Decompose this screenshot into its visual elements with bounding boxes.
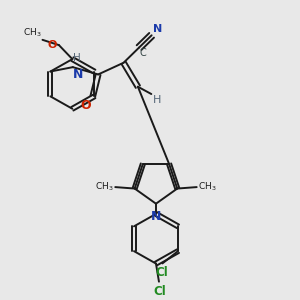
Text: N: N: [73, 68, 83, 81]
Text: Cl: Cl: [155, 266, 168, 279]
Text: O: O: [47, 40, 57, 50]
Text: C: C: [140, 48, 147, 59]
Text: CH$_3$: CH$_3$: [198, 181, 217, 193]
Text: H: H: [74, 53, 81, 63]
Text: N: N: [153, 24, 162, 34]
Text: CH$_3$: CH$_3$: [95, 181, 114, 193]
Text: CH$_3$: CH$_3$: [23, 26, 41, 39]
Text: Cl: Cl: [153, 285, 166, 298]
Text: H: H: [152, 95, 161, 105]
Text: N: N: [151, 209, 161, 223]
Text: O: O: [81, 99, 91, 112]
